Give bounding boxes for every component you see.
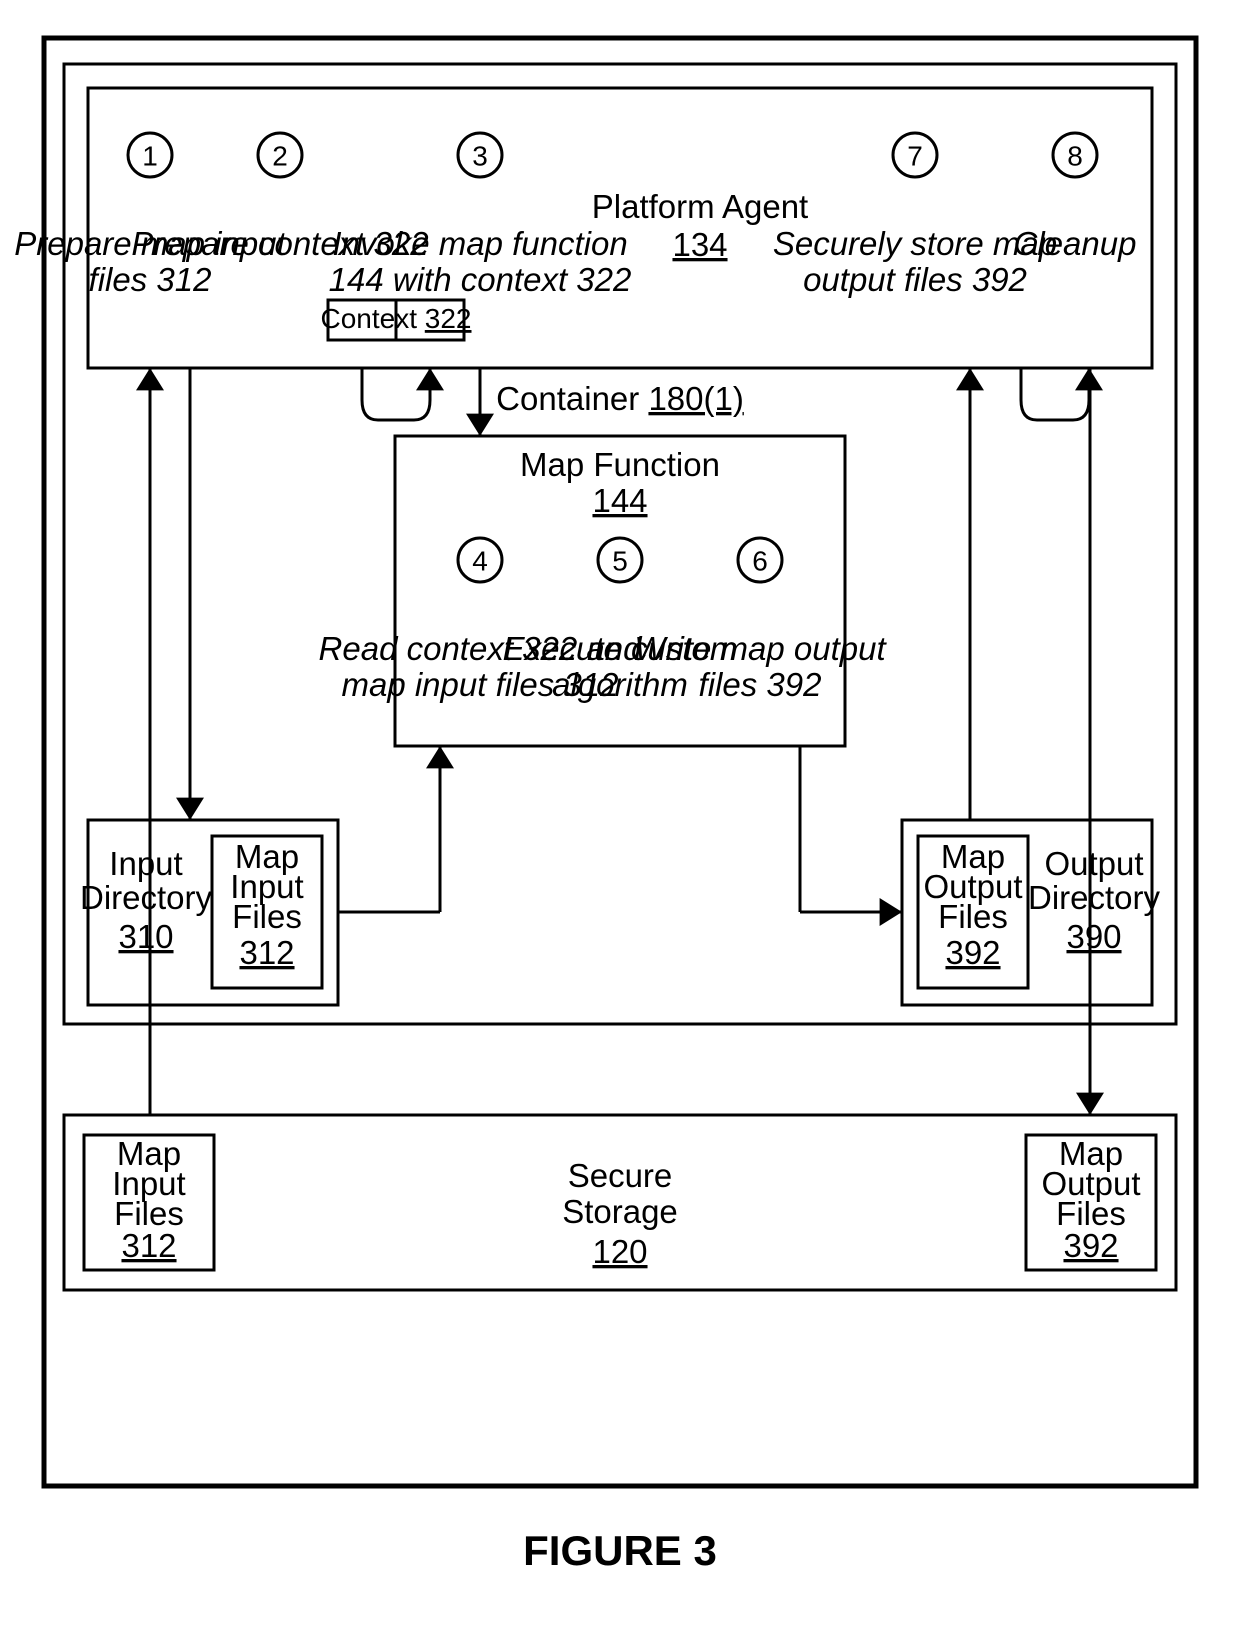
arrowhead <box>416 368 444 390</box>
step-3-num: 3 <box>472 141 488 172</box>
step-5-num: 5 <box>612 546 628 577</box>
step-8-num: 8 <box>1067 141 1083 172</box>
output-dir-files-label: Files <box>938 898 1008 935</box>
arrowhead <box>1076 1093 1104 1115</box>
step-5-text: algorithm <box>552 666 688 703</box>
secure-storage-label: Storage <box>562 1193 678 1230</box>
output-dir-files-ref: 392 <box>945 934 1000 971</box>
figure-label: FIGURE 3 <box>523 1527 717 1574</box>
loop-context <box>362 368 430 420</box>
loop-cleanup <box>1021 368 1089 420</box>
arrowhead <box>956 368 984 390</box>
output-dir-label: Directory <box>1028 879 1161 916</box>
input-dir-label: Input <box>109 845 182 882</box>
map-function-label: Map Function <box>520 446 720 483</box>
step-1-num: 1 <box>142 141 158 172</box>
platform-agent-label: Platform Agent <box>592 188 808 225</box>
arrowhead <box>880 898 902 926</box>
arrowhead <box>466 414 494 436</box>
input-dir-files-label: Files <box>232 898 302 935</box>
storage-map-input-ref: 312 <box>121 1227 176 1264</box>
arrowhead <box>426 746 454 768</box>
step-6-text: files 392 <box>699 666 822 703</box>
step-7-num: 7 <box>907 141 923 172</box>
secure-storage-ref: 120 <box>592 1233 647 1270</box>
step-6-text: Write map output <box>634 630 887 667</box>
step-2-num: 2 <box>272 141 288 172</box>
step-1-text: files 312 <box>89 261 212 298</box>
step-6-num: 6 <box>752 546 768 577</box>
step-4-num: 4 <box>472 546 488 577</box>
step-3-text: Invoke map function <box>332 225 627 262</box>
step-8-text: Cleanup <box>1014 225 1137 262</box>
input-dir-ref: 310 <box>118 918 173 955</box>
input-dir-files-ref: 312 <box>239 934 294 971</box>
storage-map-output-ref: 392 <box>1063 1227 1118 1264</box>
output-dir-ref: 390 <box>1066 918 1121 955</box>
input-dir-label: Directory <box>80 879 213 916</box>
platform-agent-ref: 134 <box>672 226 727 263</box>
arrowhead <box>136 368 164 390</box>
map-function-ref: 144 <box>592 482 647 519</box>
output-dir-label: Output <box>1044 845 1143 882</box>
arrowhead <box>176 798 204 820</box>
step-7-text: output files 392 <box>803 261 1027 298</box>
arrowhead <box>1075 368 1103 390</box>
container-label: Container 180(1) <box>496 380 744 417</box>
secure-storage-label: Secure <box>568 1157 673 1194</box>
step-3-text: 144 with context 322 <box>329 261 632 298</box>
